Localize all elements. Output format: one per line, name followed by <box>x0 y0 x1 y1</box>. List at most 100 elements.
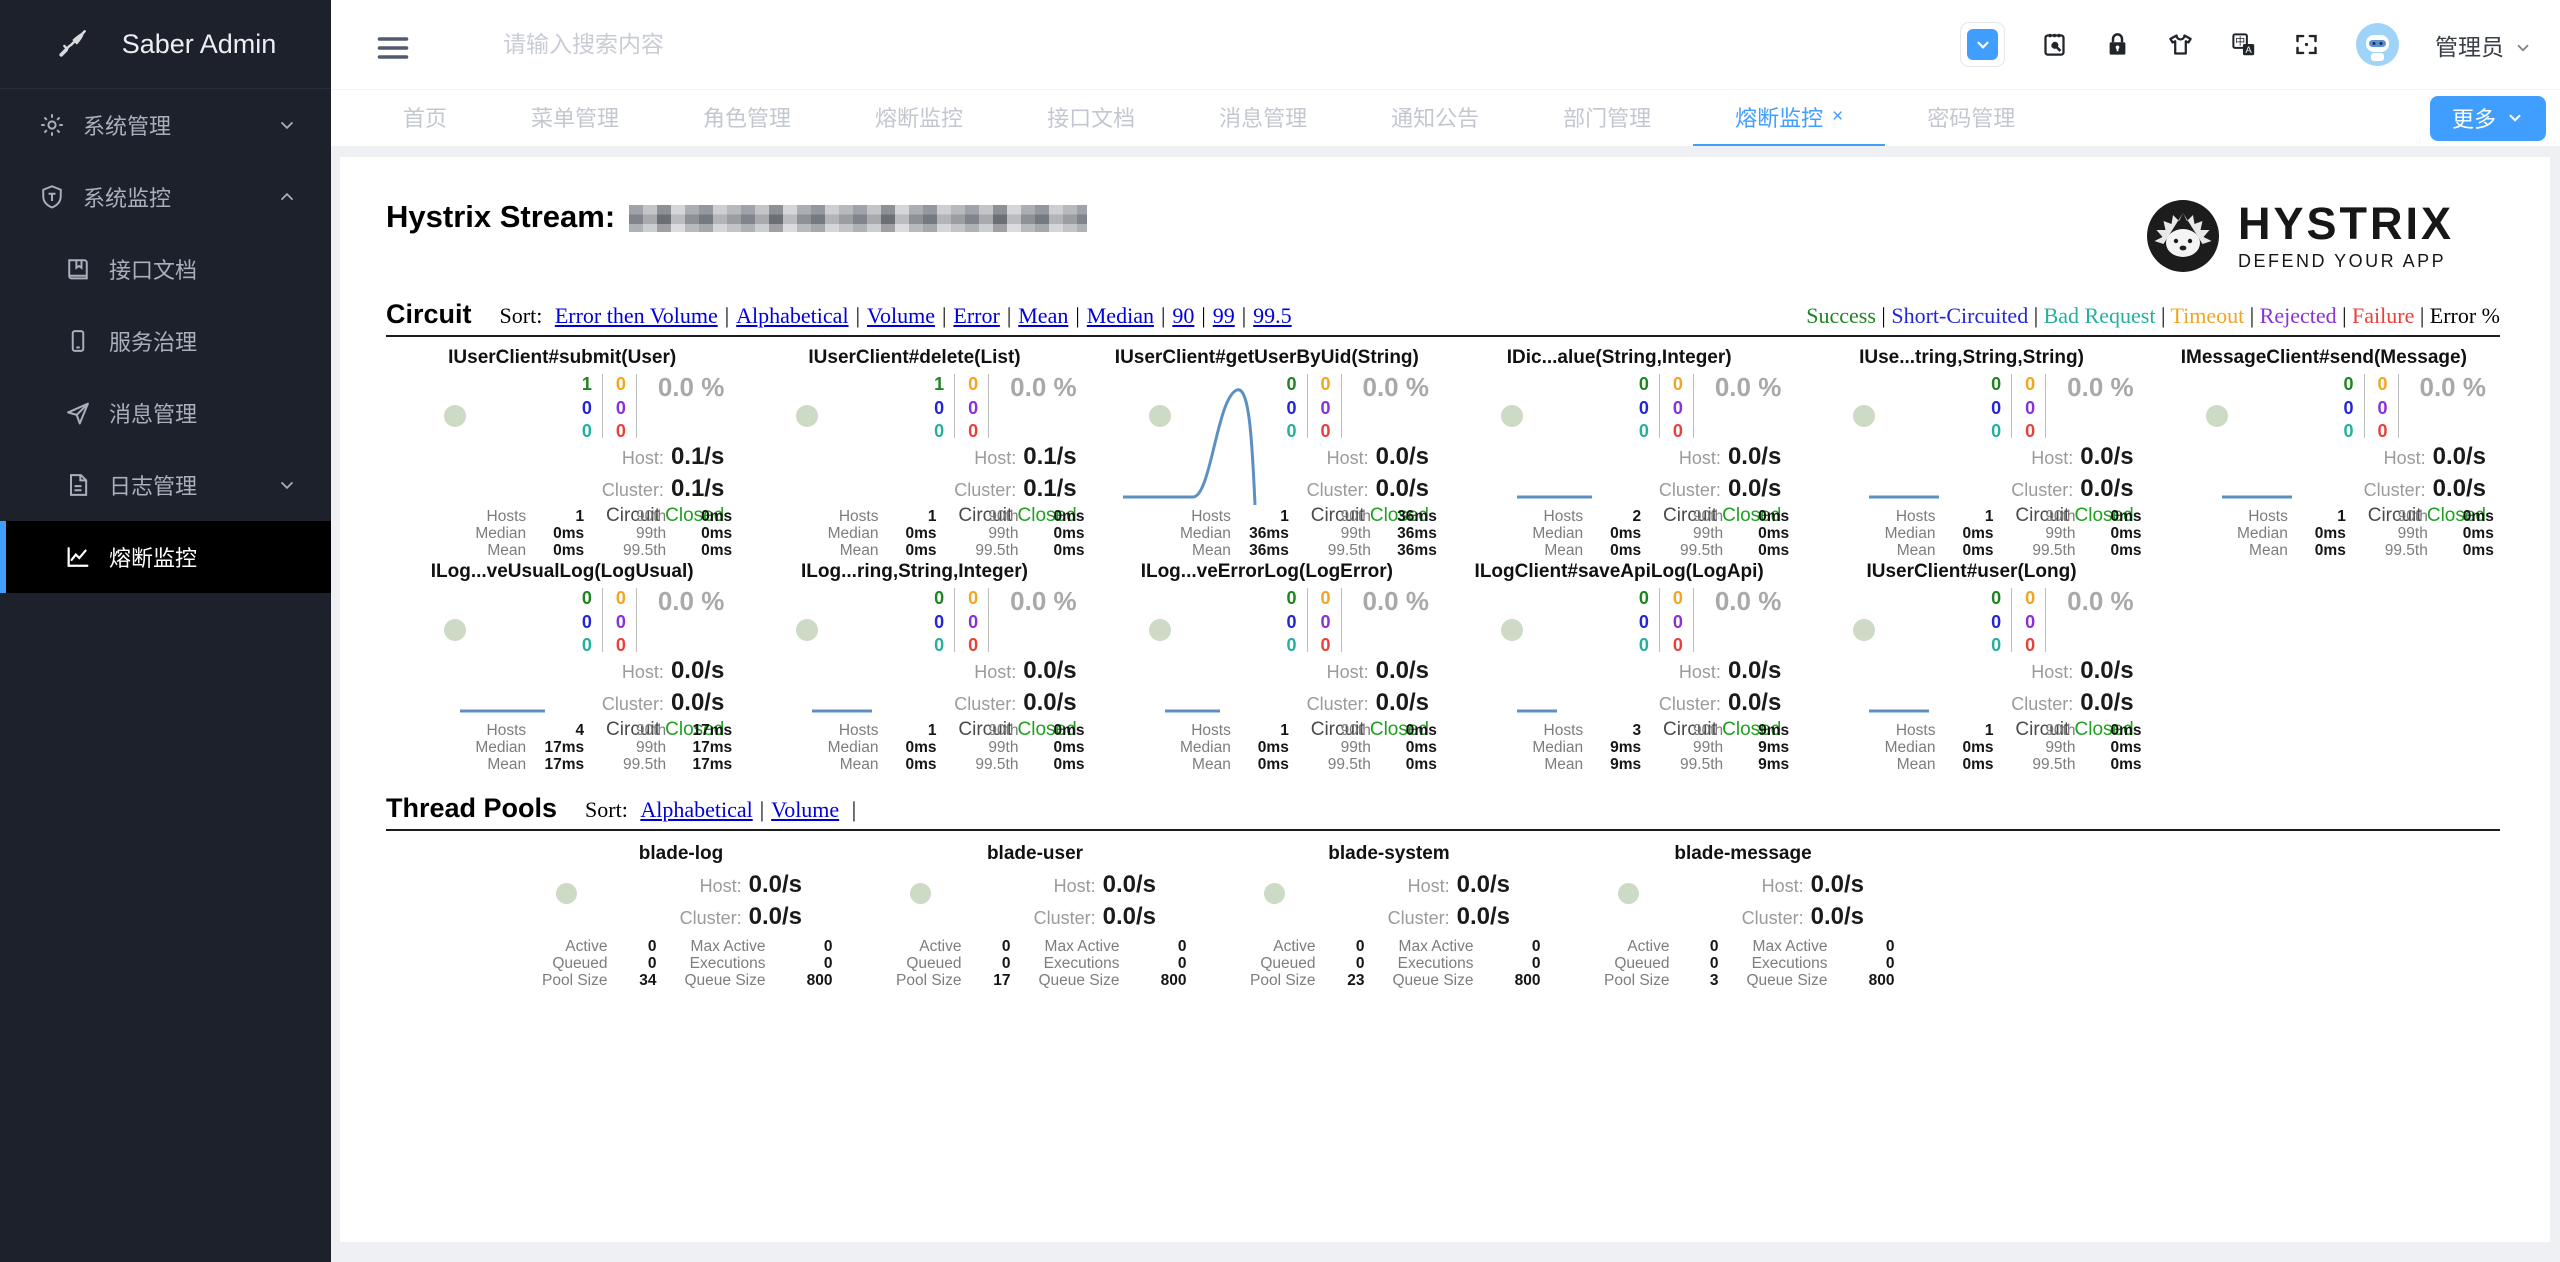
tab-label: 消息管理 <box>1219 106 1308 131</box>
sort-link[interactable]: Volume <box>866 303 936 328</box>
cluster-rate: Cluster: 0.0/s <box>1658 689 1782 716</box>
sort-link[interactable]: 90 <box>1172 303 1195 328</box>
sidebar-item-5[interactable]: 日志管理 <box>0 449 331 521</box>
legend-item: Failure <box>2352 303 2415 328</box>
host-rate: Host: 0.0/s <box>2031 657 2134 684</box>
sidebar-item-4[interactable]: 消息管理 <box>0 377 331 449</box>
sort-link[interactable]: Mean <box>1018 303 1069 328</box>
fullscreen-icon[interactable] <box>2293 31 2320 58</box>
tab-1[interactable]: 菜单管理 <box>489 90 661 146</box>
chevron-down-button[interactable] <box>1967 29 1998 60</box>
tab-8[interactable]: 熔断监控 × <box>1693 90 1886 146</box>
sort-link[interactable]: 99 <box>1212 303 1235 328</box>
stream-title: Hystrix Stream: <box>386 199 616 234</box>
hamburger-menu-icon[interactable] <box>375 30 411 60</box>
sort-link[interactable]: Median <box>1086 303 1154 328</box>
circuit-monitor: IUserClient#submit(User) 1 0 0 0 0 0 0.0 % Host:… <box>386 347 738 561</box>
chevron-up-icon <box>277 187 297 207</box>
tab-9[interactable]: 密码管理 <box>1885 90 2057 146</box>
tab-5[interactable]: 消息管理 <box>1177 90 1349 146</box>
user-menu[interactable]: 管理员 <box>2435 28 2532 62</box>
counter-failure: 0 <box>1672 635 1683 656</box>
theme-shirt-icon[interactable] <box>2167 31 2194 58</box>
sidebar-item-3[interactable]: 服务治理 <box>0 305 331 377</box>
volume-circle <box>1501 619 1523 641</box>
lock-icon[interactable] <box>2104 31 2131 58</box>
counter-rejected: 0 <box>968 611 979 632</box>
sort-link[interactable]: Alphabetical <box>640 797 753 822</box>
chevron-down-icon <box>2509 114 2521 122</box>
counters: 1 0 0 0 0 0 0.0 % <box>579 374 724 442</box>
counter-failure: 0 <box>615 635 626 656</box>
sort-link[interactable]: Error then Volume <box>554 303 718 328</box>
close-icon[interactable]: × <box>1832 106 1844 127</box>
counter-success: 0 <box>1638 374 1649 394</box>
counters: 0 0 0 0 0 0 0.0 % <box>579 588 724 656</box>
tab-4[interactable]: 接口文档 <box>1005 90 1177 146</box>
counter-success: 0 <box>581 588 592 608</box>
sidebar-item-0[interactable]: 系统管理 <box>0 89 331 161</box>
counter-timeout: 0 <box>1672 588 1683 608</box>
host-rate: Host: 0.0/s <box>1407 871 1510 898</box>
more-button[interactable]: 更多 <box>2429 95 2546 141</box>
sidebar-item-label: 熔断监控 <box>109 546 198 571</box>
host-rate: Host: 0.0/s <box>1053 871 1156 898</box>
threadpool-monitor: blade-user Host: 0.0/s Cluster: 0.0/s Active 0… <box>858 843 1212 995</box>
counter-bad_request: 0 <box>581 421 592 442</box>
book-icon <box>64 255 92 283</box>
counter-bad_request: 0 <box>1991 635 2002 656</box>
stats-table: Hosts 1 90th 0ms Median 0ms 99th 0ms Mean 0ms 99.5… <box>475 508 733 559</box>
sparkline <box>460 709 545 713</box>
circuit-status: Circuit Closed <box>958 505 1077 526</box>
counter-rejected: 0 <box>968 397 979 418</box>
sidebar: Saber Admin 系统管理 系统监控 接口文档 服务治理 消息管理 日志管理 熔断监控 <box>0 0 331 1262</box>
sort-link[interactable]: Error <box>953 303 1000 328</box>
tab-3[interactable]: 熔断监控 <box>833 90 1005 146</box>
username-label: 管理员 <box>2435 33 2504 60</box>
tab-7[interactable]: 部门管理 <box>1521 90 1693 146</box>
debug-tools-icon[interactable] <box>2041 31 2068 58</box>
sidebar-item-label: 系统管理 <box>83 114 172 139</box>
tab-label: 熔断监控 <box>1735 106 1824 131</box>
sort-link[interactable]: Volume <box>771 797 840 822</box>
legend-item: Short-Circuited <box>1891 303 2029 328</box>
search-input[interactable] <box>503 31 923 58</box>
threadpool-section-title: Thread Pools <box>386 793 558 823</box>
stream-url-redacted <box>629 204 1088 232</box>
chart-line-icon <box>64 543 92 571</box>
sidebar-item-6[interactable]: 熔断监控 <box>0 521 331 593</box>
counter-timeout: 0 <box>2377 374 2388 394</box>
sort-link[interactable]: Alphabetical <box>736 303 849 328</box>
translate-icon[interactable]: 中 A <box>2230 31 2257 58</box>
hystrix-header: Hystrix Stream: <box>386 199 2500 273</box>
stats-table: Active 0 Max Active 0 Queued 0 Executions 0 Pool… <box>896 938 1187 989</box>
tab-list: 首页 菜单管理 角色管理 熔断监控 接口文档 消息管理 通知公告 部门管理 熔断监控 × 密码管理 <box>361 90 2057 146</box>
counters: 0 0 0 0 0 0 0.0 % <box>2341 374 2486 442</box>
tab-0[interactable]: 首页 <box>361 90 489 146</box>
sidebar-item-2[interactable]: 接口文档 <box>0 233 331 305</box>
stats-table: Hosts 1 90th 0ms Median 0ms 99th 0ms Mean 0ms 99.5… <box>1884 722 2142 773</box>
host-rate: Host: 0.0/s <box>2383 443 2486 470</box>
avatar[interactable] <box>2356 23 2399 66</box>
circuit-name: IUserClient#submit(User) <box>448 347 677 368</box>
counter-bad_request: 0 <box>1286 421 1297 442</box>
sidebar-item-1[interactable]: 系统监控 <box>0 161 331 233</box>
legend-item: Bad Request <box>2043 303 2156 328</box>
counter-short_circuited: 0 <box>581 611 592 632</box>
circuit-section-header: Circuit Sort: Error then Volume | Alphabet… <box>386 299 2500 330</box>
stats-table: Hosts 1 90th 0ms Median 0ms 99th 0ms Mean 0ms 99.5… <box>827 508 1085 559</box>
cluster-rate: Cluster: 0.0/s <box>1306 475 1429 502</box>
error-percentage: 0.0 % <box>1010 372 1077 402</box>
tab-6[interactable]: 通知公告 <box>1349 90 1521 146</box>
sort-link[interactable]: 99.5 <box>1253 303 1292 328</box>
cluster-rate: Cluster: 0.0/s <box>1658 475 1782 502</box>
counter-success: 0 <box>1638 588 1649 608</box>
counter-rejected: 0 <box>615 397 626 418</box>
tab-2[interactable]: 角色管理 <box>661 90 833 146</box>
circuit-monitor: IUserClient#delete(List) 1 0 0 0 0 0 0.0 % Host:… <box>738 347 1090 561</box>
topbar: 中 A <box>331 0 2560 90</box>
host-rate: Host: 0.0/s <box>1326 443 1429 470</box>
circuit-monitor: ILogClient#saveApiLog(LogApi) 0 0 0 0 0 0 0.0 %… <box>1443 561 1795 775</box>
circuit-monitor: IUserClient#getUserByUid(String) 0 0 0 0 0 0 0.… <box>1091 347 1443 561</box>
